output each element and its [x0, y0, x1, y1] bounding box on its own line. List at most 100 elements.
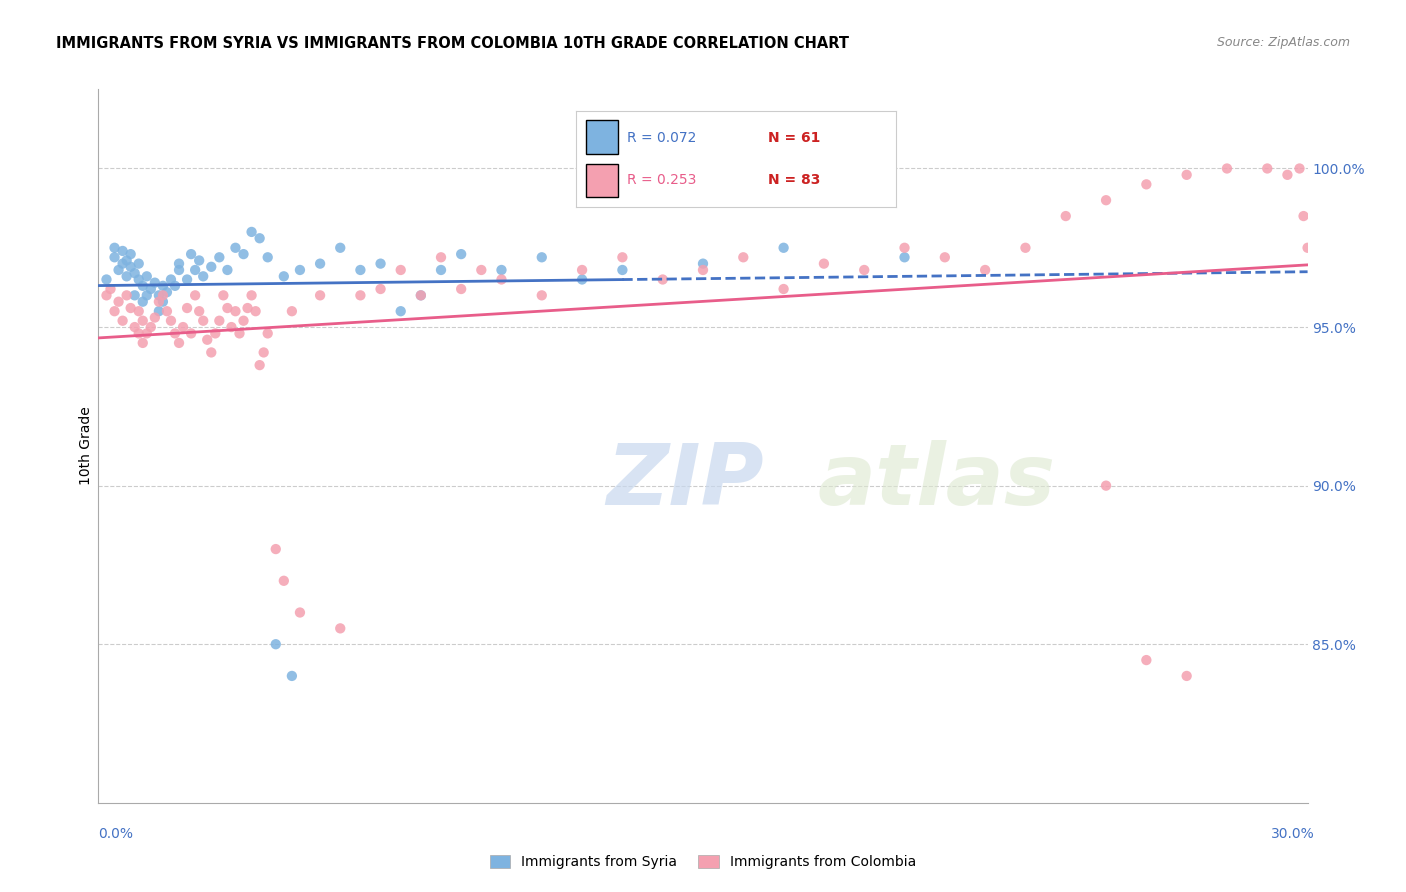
Point: [228, 326, 250, 341]
Point: [1054, 209, 1077, 223]
Point: [329, 621, 352, 635]
Point: [409, 288, 432, 302]
Point: [349, 263, 371, 277]
Point: [132, 278, 155, 293]
Point: [132, 335, 155, 350]
Text: IMMIGRANTS FROM SYRIA VS IMMIGRANTS FROM COLOMBIA 10TH GRADE CORRELATION CHART: IMMIGRANTS FROM SYRIA VS IMMIGRANTS FROM…: [56, 36, 849, 51]
Point: [1014, 241, 1036, 255]
Point: [893, 241, 915, 255]
Point: [184, 263, 207, 277]
Point: [571, 272, 593, 286]
Point: [1135, 653, 1157, 667]
Point: [1175, 669, 1198, 683]
Point: [217, 301, 239, 315]
Point: [128, 257, 150, 271]
Point: [163, 278, 186, 293]
Point: [733, 250, 755, 264]
Point: [180, 247, 202, 261]
Text: 0.0%: 0.0%: [98, 828, 134, 841]
Point: [176, 301, 198, 315]
Point: [571, 263, 593, 277]
Point: [212, 288, 235, 302]
Point: [256, 326, 278, 341]
Point: [132, 314, 155, 328]
Point: [389, 304, 412, 318]
Point: [1216, 161, 1239, 176]
Text: 30.0%: 30.0%: [1271, 828, 1315, 841]
Point: [143, 276, 166, 290]
Point: [120, 301, 142, 315]
Point: [139, 320, 162, 334]
Point: [281, 669, 304, 683]
Point: [256, 250, 278, 264]
Point: [115, 288, 138, 302]
Point: [281, 304, 304, 318]
Y-axis label: 10th Grade: 10th Grade: [79, 407, 93, 485]
Point: [128, 304, 150, 318]
Point: [232, 314, 254, 328]
Point: [974, 263, 997, 277]
Point: [96, 272, 118, 286]
Point: [128, 326, 150, 341]
Point: [135, 326, 157, 341]
Point: [208, 250, 231, 264]
Point: [167, 263, 190, 277]
Point: [1288, 161, 1310, 176]
Point: [249, 231, 271, 245]
Point: [200, 345, 222, 359]
Point: [309, 257, 332, 271]
Point: [204, 326, 226, 341]
Point: [120, 260, 142, 274]
Point: [163, 326, 186, 341]
Point: [208, 314, 231, 328]
Point: [1095, 193, 1118, 207]
Legend: Immigrants from Syria, Immigrants from Colombia: Immigrants from Syria, Immigrants from C…: [482, 848, 924, 876]
Point: [156, 285, 179, 300]
Point: [470, 263, 492, 277]
Point: [264, 542, 287, 557]
Point: [772, 282, 794, 296]
Point: [184, 288, 207, 302]
Text: atlas: atlas: [818, 440, 1056, 524]
Point: [152, 288, 174, 302]
Point: [152, 278, 174, 293]
Point: [240, 225, 263, 239]
Point: [148, 294, 170, 309]
Point: [128, 272, 150, 286]
Point: [772, 241, 794, 255]
Point: [156, 304, 179, 318]
Point: [612, 250, 634, 264]
Point: [692, 263, 714, 277]
Point: [176, 272, 198, 286]
Point: [193, 314, 215, 328]
Point: [288, 606, 311, 620]
Point: [124, 320, 146, 334]
Point: [188, 253, 211, 268]
Point: [1277, 168, 1299, 182]
Point: [107, 263, 129, 277]
Point: [180, 326, 202, 341]
Point: [612, 263, 634, 277]
Point: [111, 314, 134, 328]
Point: [115, 253, 138, 268]
Point: [167, 335, 190, 350]
Text: ZIP: ZIP: [606, 440, 763, 524]
Point: [853, 263, 876, 277]
Point: [309, 288, 332, 302]
Point: [172, 320, 194, 334]
Point: [103, 304, 125, 318]
Point: [370, 282, 392, 296]
Point: [430, 250, 453, 264]
Point: [111, 257, 134, 271]
Point: [139, 282, 162, 296]
Point: [124, 266, 146, 280]
Point: [224, 304, 246, 318]
Point: [273, 269, 295, 284]
Point: [893, 250, 915, 264]
Point: [1175, 168, 1198, 182]
Point: [370, 257, 392, 271]
Point: [692, 257, 714, 271]
Point: [193, 269, 215, 284]
Point: [200, 260, 222, 274]
Point: [188, 304, 211, 318]
